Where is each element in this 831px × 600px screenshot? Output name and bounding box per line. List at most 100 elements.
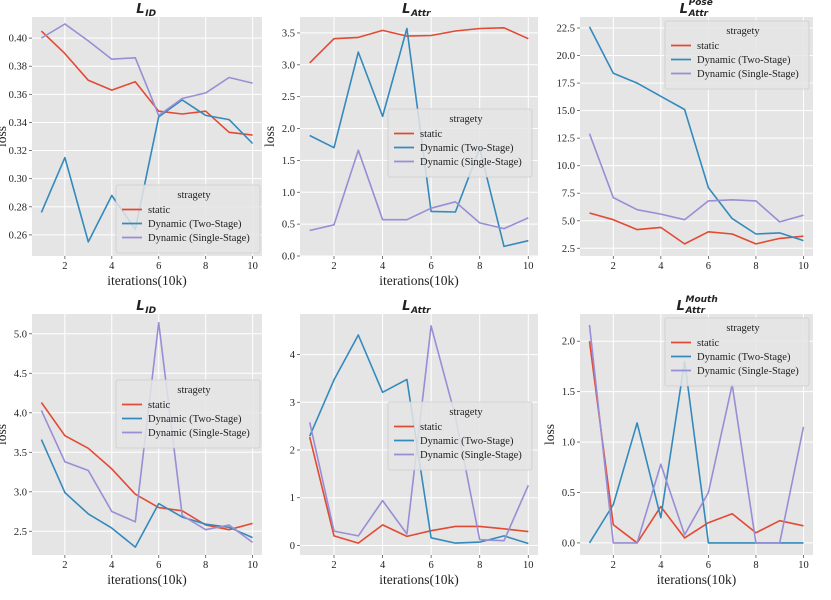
y-tick-label: 10.0 <box>557 161 575 172</box>
legend: stragety static Dynamic (Two-Stage) Dynamic… <box>664 317 810 387</box>
legend-box <box>387 108 533 178</box>
legend: stragety static Dynamic (Two-Stage) Dynamic… <box>115 379 261 449</box>
y-tick-label: 2.0 <box>562 337 575 348</box>
y-tick-label: 0.28 <box>9 202 27 213</box>
x-tick-label: 10 <box>247 261 258 272</box>
y-axis-label: loss <box>0 126 9 147</box>
legend: stragety static Dynamic (Two-Stage) Dynamic… <box>664 20 810 90</box>
legend-title: stragety <box>449 407 483 418</box>
series-line-dynamic-two-stage <box>588 26 804 242</box>
title-main: L <box>677 299 685 314</box>
chart-panel-1: 2 4 6 8 10 0.26 0.28 0.30 0.32 0.34 0.36 0.38 0.40 it… <box>0 2 262 288</box>
x-tick-label: 8 <box>477 560 482 571</box>
title-main: L <box>402 2 410 17</box>
y-axis-label: loss <box>542 424 557 445</box>
x-tick-label: 2 <box>62 560 67 571</box>
chart-title: L ID <box>136 299 156 316</box>
x-tick-label: 8 <box>203 261 208 272</box>
x-tick-label: 2 <box>611 261 616 272</box>
series-line-static <box>588 341 804 544</box>
x-tick-label: 4 <box>380 261 386 272</box>
series-line-static <box>309 26 529 64</box>
y-axis-label: loss <box>0 424 9 445</box>
legend-entry: Dynamic (Single-Stage) <box>697 366 799 377</box>
x-tick-label: 4 <box>658 261 664 272</box>
y-tick-label: 0.34 <box>9 118 28 129</box>
y-tick-label: 0.5 <box>562 488 575 499</box>
x-axis-label: iterations(10k) <box>107 273 186 288</box>
x-tick-label: 10 <box>798 560 809 571</box>
legend-entry: Dynamic (Two-Stage) <box>148 219 242 230</box>
y-tick-label: 0.26 <box>9 230 27 241</box>
y-tick-label: 1 <box>290 493 295 504</box>
y-tick-label: 0.36 <box>9 90 27 101</box>
legend: stragety static Dynamic (Two-Stage) Dynamic… <box>387 108 533 178</box>
y-axis-label: loss <box>262 126 277 147</box>
y-tick-label: 17.5 <box>557 79 575 90</box>
legend-entry: Dynamic (Single-Stage) <box>148 233 250 244</box>
y-tick-label: 4.0 <box>14 408 27 419</box>
x-tick-label: 8 <box>477 261 482 272</box>
x-tick-label: 2 <box>331 261 336 272</box>
x-tick-label: 4 <box>658 560 664 571</box>
title-subscript: ID <box>145 9 156 19</box>
title-subscript: ID <box>145 306 156 316</box>
x-tick-label: 10 <box>523 261 534 272</box>
title-main: L <box>402 299 410 314</box>
title-main: L <box>136 2 144 17</box>
legend-entry: Dynamic (Two-Stage) <box>697 352 791 363</box>
y-tick-label: 0.0 <box>282 252 295 263</box>
x-tick-label: 10 <box>798 261 809 272</box>
y-tick-label: 0.30 <box>9 174 27 185</box>
x-axis-label: iterations(10k) <box>657 572 736 587</box>
title-main: L <box>136 299 144 314</box>
x-axis-label: iterations(10k) <box>379 273 458 288</box>
y-tick-label: 1.0 <box>282 188 295 199</box>
x-tick-label: 6 <box>156 560 161 571</box>
legend-title: stragety <box>177 385 211 396</box>
legend-entry: Dynamic (Single-Stage) <box>420 450 522 461</box>
legend: stragety static Dynamic (Two-Stage) Dynamic… <box>115 184 261 254</box>
legend-entry: Dynamic (Two-Stage) <box>420 436 514 447</box>
series-line-dynamic-single-stage <box>40 23 253 117</box>
legend-entry: Dynamic (Two-Stage) <box>148 414 242 425</box>
y-tick-label: 4 <box>290 350 296 361</box>
y-tick-label: 15.0 <box>557 106 575 117</box>
legend-entry: Dynamic (Single-Stage) <box>420 157 522 168</box>
series-line-dynamic-single-stage <box>309 149 529 232</box>
y-tick-label: 0.5 <box>282 220 295 231</box>
y-tick-label: 2.5 <box>562 244 575 255</box>
x-tick-label: 2 <box>331 560 336 571</box>
x-tick-label: 4 <box>109 560 115 571</box>
x-tick-label: 2 <box>611 560 616 571</box>
x-tick-label: 8 <box>203 560 208 571</box>
legend-title: stragety <box>177 190 211 201</box>
y-tick-label: 5.0 <box>14 329 27 340</box>
x-tick-label: 2 <box>62 261 67 272</box>
series-line-dynamic-single-stage <box>588 133 804 223</box>
series-line-static <box>40 30 253 136</box>
x-tick-label: 6 <box>156 261 161 272</box>
y-tick-label: 3.0 <box>282 60 295 71</box>
y-tick-label: 2 <box>290 446 295 457</box>
y-tick-label: 7.5 <box>562 189 575 200</box>
legend-entry: Dynamic (Single-Stage) <box>148 428 250 439</box>
series-line-dynamic-two-stage <box>40 439 253 548</box>
y-tick-label: 0.38 <box>9 62 27 73</box>
legend-entry: static <box>697 41 719 52</box>
x-tick-label: 10 <box>247 560 258 571</box>
y-tick-label: 12.5 <box>557 134 575 145</box>
y-tick-label: 1.5 <box>562 387 575 398</box>
legend-entry: static <box>420 129 442 140</box>
y-tick-label: 3.0 <box>14 487 27 498</box>
legend-entry: static <box>420 422 442 433</box>
legend: stragety static Dynamic (Two-Stage) Dynamic… <box>387 401 533 471</box>
legend-box <box>115 184 261 254</box>
title-subscript: Attr <box>410 306 431 316</box>
y-tick-label: 0.0 <box>562 538 575 549</box>
x-tick-label: 8 <box>753 560 758 571</box>
